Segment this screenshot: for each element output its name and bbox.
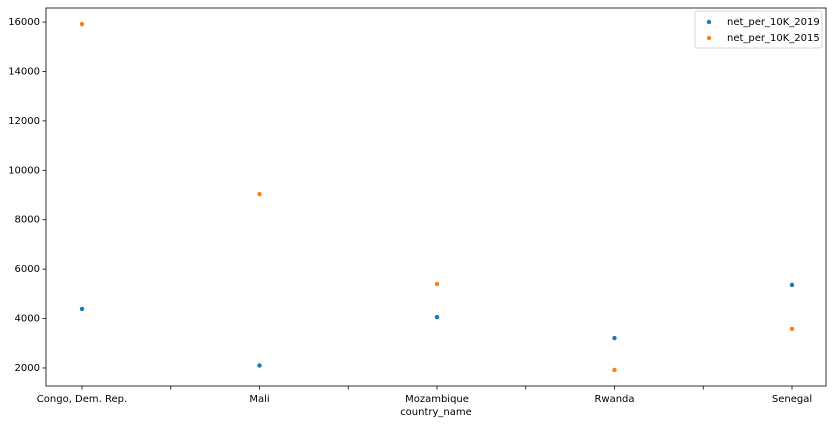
y-tick-label: 8000 bbox=[15, 215, 40, 226]
point bbox=[789, 326, 795, 332]
legend-marker bbox=[706, 35, 712, 41]
legend-marker bbox=[706, 19, 712, 25]
point bbox=[79, 306, 85, 312]
y-tick-label: 12000 bbox=[8, 116, 40, 127]
y-tick-label: 14000 bbox=[8, 66, 40, 77]
x-tick-label: Rwanda bbox=[594, 394, 634, 405]
legend-label: net_per_10K_2015 bbox=[727, 33, 820, 44]
point bbox=[257, 191, 262, 197]
point bbox=[434, 281, 440, 287]
point bbox=[434, 314, 440, 320]
point bbox=[789, 282, 795, 288]
y-tick-label: 4000 bbox=[15, 314, 40, 325]
legend-box bbox=[694, 10, 823, 49]
x-axis-label: country_name bbox=[400, 407, 472, 418]
point bbox=[257, 363, 262, 368]
y-tick-label: 6000 bbox=[15, 264, 40, 275]
point bbox=[612, 367, 617, 373]
plot-frame bbox=[45, 7, 827, 387]
point bbox=[612, 335, 617, 341]
x-tick-label: Mozambique bbox=[405, 394, 469, 405]
y-tick-label: 16000 bbox=[8, 17, 40, 28]
y-tick-label: 10000 bbox=[8, 165, 40, 176]
legend-label: net_per_10K_2019 bbox=[727, 17, 820, 28]
x-tick-label: Congo, Dem. Rep. bbox=[37, 394, 127, 405]
y-tick-label: 2000 bbox=[15, 363, 40, 374]
x-tick-label: Senegal bbox=[772, 394, 812, 405]
x-tick-label: Mali bbox=[249, 394, 269, 405]
point bbox=[79, 21, 85, 27]
